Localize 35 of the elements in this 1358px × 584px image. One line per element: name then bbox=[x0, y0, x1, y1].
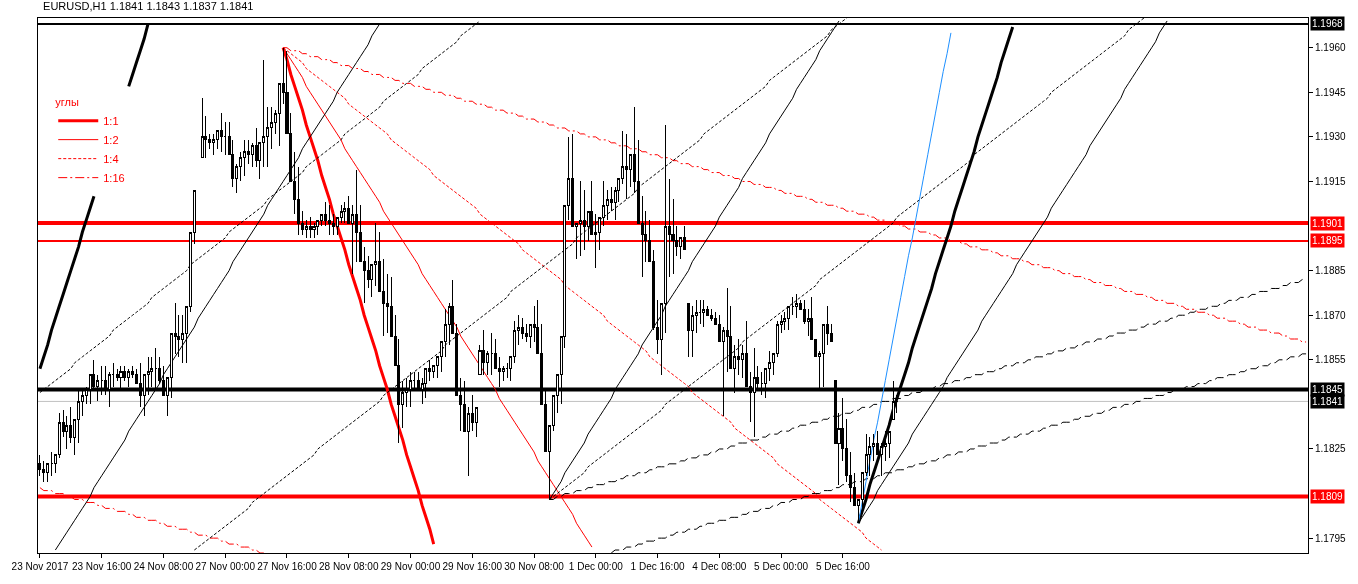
x-tick-label: 28 Nov 08:00 bbox=[318, 561, 379, 572]
ref-line-label: 1.1968 bbox=[1312, 18, 1344, 29]
x-tick-label: 5 Dec 16:00 bbox=[815, 561, 871, 572]
x-tick-label: 4 Dec 08:00 bbox=[692, 561, 747, 572]
y-tick-label: 1.1915 bbox=[1315, 175, 1347, 187]
ref-line-label: 1.1895 bbox=[1312, 235, 1344, 246]
legend-label: 1:16 bbox=[103, 171, 125, 184]
y-tick-label: 1.1795 bbox=[1315, 532, 1347, 544]
x-tick-label: 23 Nov 16:00 bbox=[71, 561, 132, 572]
y-tick-label: 1.1930 bbox=[1315, 131, 1347, 143]
y-tick-label: 1.1885 bbox=[1315, 265, 1347, 277]
x-tick-label: 5 Dec 00:00 bbox=[754, 561, 809, 572]
x-tick-label: 29 Nov 16:00 bbox=[442, 561, 503, 572]
ref-line-label: 1.1809 bbox=[1312, 491, 1344, 502]
legend-title: углы bbox=[55, 96, 79, 109]
ref-line-label: 1.1841 bbox=[1312, 396, 1344, 407]
y-tick-label: 1.1855 bbox=[1315, 354, 1347, 366]
x-tick-label: 24 Nov 08:00 bbox=[133, 561, 194, 572]
x-tick-label: 29 Nov 00:00 bbox=[380, 561, 441, 572]
x-tick-label: 27 Nov 00:00 bbox=[195, 561, 256, 572]
chart-title: EURUSD,H1 1.1841 1.1843 1.1837 1.1841 bbox=[43, 0, 254, 12]
x-tick-label: 23 Nov 2017 bbox=[11, 561, 69, 572]
y-tick-label: 1.1960 bbox=[1315, 42, 1347, 54]
y-tick-label: 1.1945 bbox=[1315, 86, 1347, 98]
legend-label: 1:4 bbox=[103, 152, 119, 165]
x-tick-label: 27 Nov 16:00 bbox=[257, 561, 318, 572]
x-tick-label: 1 Dec 16:00 bbox=[630, 561, 685, 572]
x-tick-label: 1 Dec 00:00 bbox=[568, 561, 624, 572]
legend-label: 1:2 bbox=[103, 133, 119, 146]
legend-label: 1:1 bbox=[103, 114, 119, 127]
x-tick-label: 30 Nov 08:00 bbox=[504, 561, 565, 572]
y-tick-label: 1.1870 bbox=[1315, 309, 1347, 321]
ref-line-label: 1.1845 bbox=[1312, 384, 1344, 395]
y-tick-label: 1.1825 bbox=[1315, 443, 1347, 455]
ref-line-label: 1.1901 bbox=[1312, 218, 1344, 229]
